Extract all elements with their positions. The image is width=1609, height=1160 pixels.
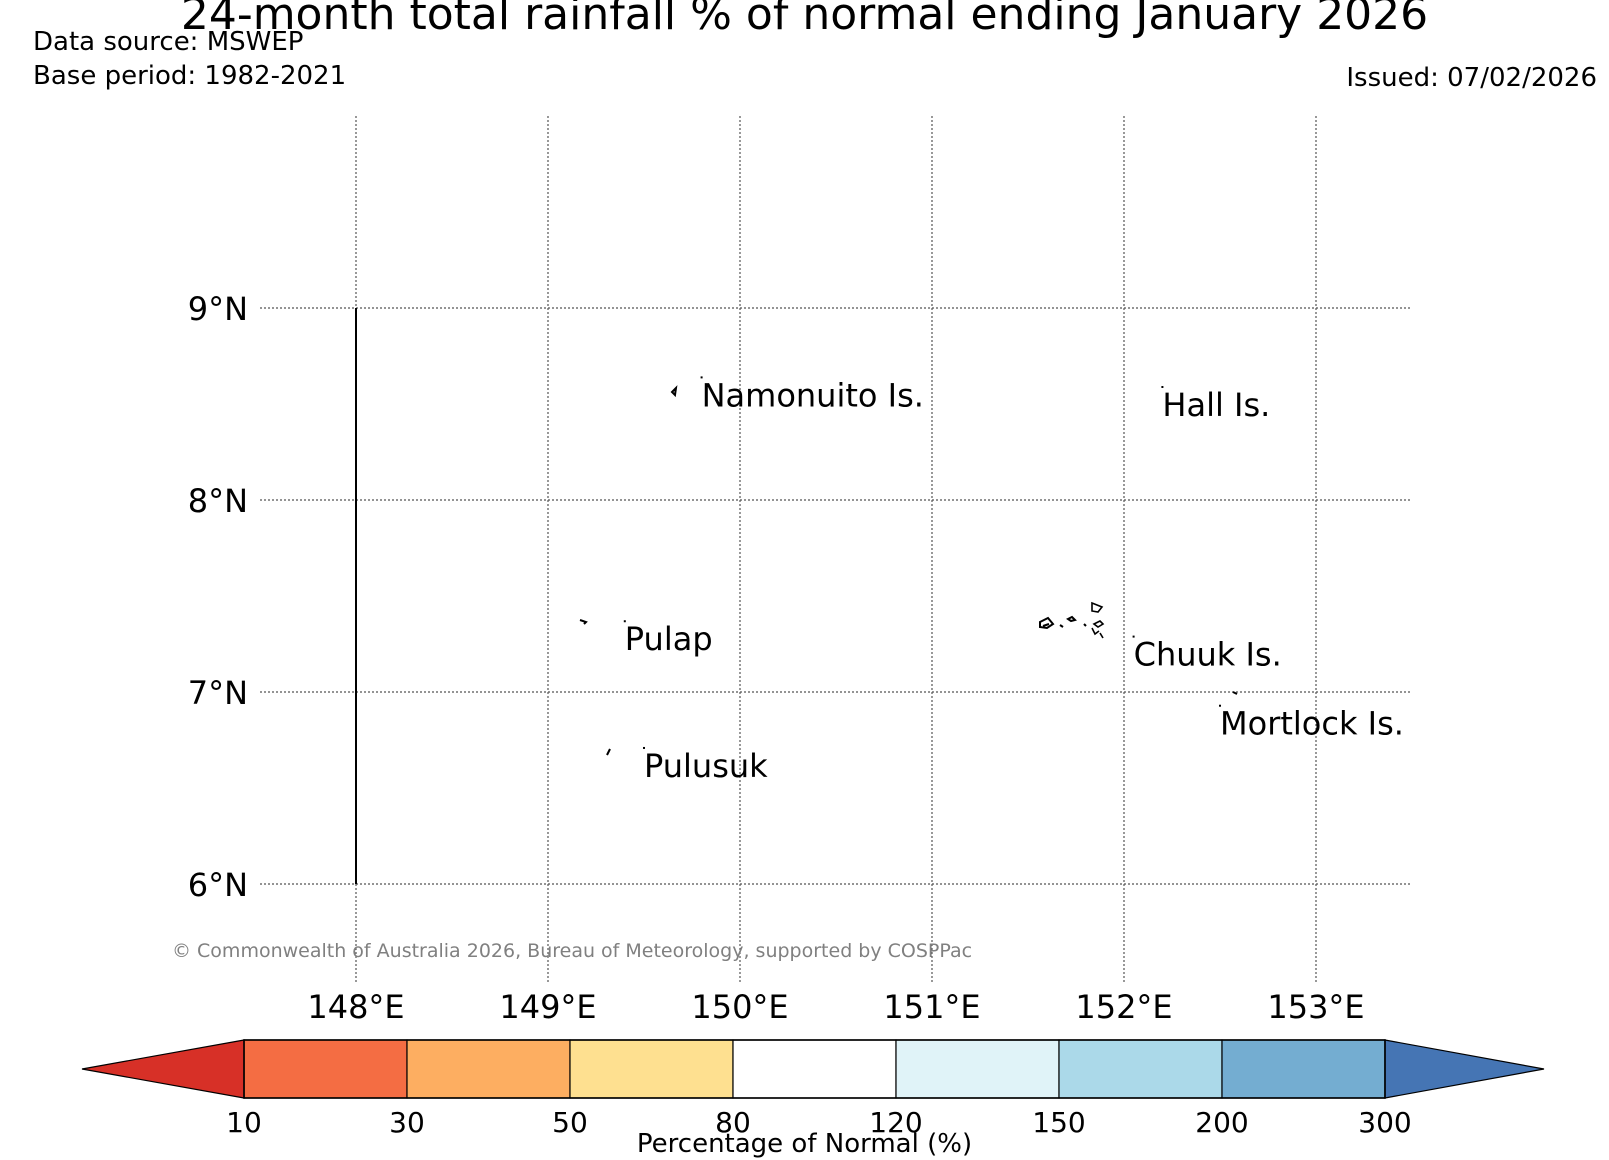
longitude-tick-label: 148°E (307, 988, 404, 1026)
longitude-tick-label: 150°E (691, 988, 788, 1026)
place-label: Mortlock Is. (1220, 705, 1404, 743)
colorbar-tick-label: 120 (869, 1106, 922, 1139)
place-label: Pulap (625, 620, 713, 658)
island-shape (1066, 615, 1077, 623)
longitude-tick-label: 152°E (1075, 988, 1172, 1026)
graticule (260, 116, 1412, 982)
island-shape (1099, 632, 1104, 639)
place-marker (623, 620, 626, 623)
data-source-label: Data source: MSWEP (33, 27, 304, 57)
place-marker (700, 376, 703, 379)
issued-date-label: Issued: 07/02/2026 (1346, 63, 1597, 93)
colorbar-tick-label: 10 (226, 1106, 262, 1139)
colorbar-over-arrow (1384, 1039, 1545, 1099)
colorbar-segment (243, 1039, 408, 1099)
latitude-tick-label: 6°N (188, 866, 248, 904)
island-shape (606, 748, 611, 756)
colorbar-tick-label: 200 (1195, 1106, 1248, 1139)
place-label: Hall Is. (1162, 386, 1270, 424)
colorbar-tick-label: 300 (1358, 1106, 1411, 1139)
colorbar-under-arrow (81, 1039, 245, 1099)
island-shape (1039, 616, 1055, 630)
colorbar-outline (243, 1039, 1386, 1099)
latitude-tick-label: 7°N (188, 674, 248, 712)
axis-labels: 9°N 8°N 7°N 6°N 148°E 149°E 150°E 151°E 152°E 153… (188, 290, 1365, 1026)
place-label: Pulusuk (644, 747, 768, 785)
island-shape (1091, 620, 1105, 636)
colorbar: 10 30 50 80 120 150 200 300 (81, 1039, 1545, 1139)
place-marker (1219, 704, 1221, 707)
longitude-tick-label: 149°E (499, 988, 596, 1026)
colorbar-label: Percentage of Normal (%) (636, 1129, 973, 1159)
colorbar-segment (732, 1039, 897, 1099)
colorbar-segment (569, 1039, 734, 1099)
colorbar-segment (1221, 1039, 1386, 1099)
place-marker (643, 746, 645, 749)
colorbar-tick-label: 30 (389, 1106, 425, 1139)
colorbar-segment (1058, 1039, 1223, 1099)
colorbar-tick-label: 80 (715, 1106, 751, 1139)
place-labels: Namonuito Is. Hall Is. Pulap Chuuk Is. Mortl… (623, 376, 1404, 785)
copyright-notice: © Commonwealth of Australia 2026, Bureau… (172, 940, 973, 962)
place-marker (1132, 635, 1135, 638)
colorbar-segment (406, 1039, 571, 1099)
island-shape (579, 619, 588, 625)
island-shape (1232, 691, 1238, 695)
island-shape (1059, 624, 1064, 628)
colorbar-segment (895, 1039, 1060, 1099)
island-shape (670, 385, 678, 398)
island-outlines (579, 385, 1238, 756)
place-label: Chuuk Is. (1134, 636, 1282, 674)
latitude-tick-label: 9°N (188, 290, 248, 328)
base-period-label: Base period: 1982-2021 (33, 61, 347, 91)
island-shape (1083, 623, 1087, 627)
place-marker (1161, 386, 1164, 388)
colorbar-tick-label: 50 (552, 1106, 588, 1139)
longitude-tick-label: 151°E (883, 988, 980, 1026)
longitude-tick-label: 153°E (1267, 988, 1364, 1026)
colorbar-tick-label: 150 (1032, 1106, 1085, 1139)
map-title: 24-month total rainfall % of normal endi… (180, 0, 1429, 40)
latitude-tick-label: 8°N (188, 482, 248, 520)
place-label: Namonuito Is. (702, 376, 924, 414)
island-shape (1091, 601, 1104, 613)
